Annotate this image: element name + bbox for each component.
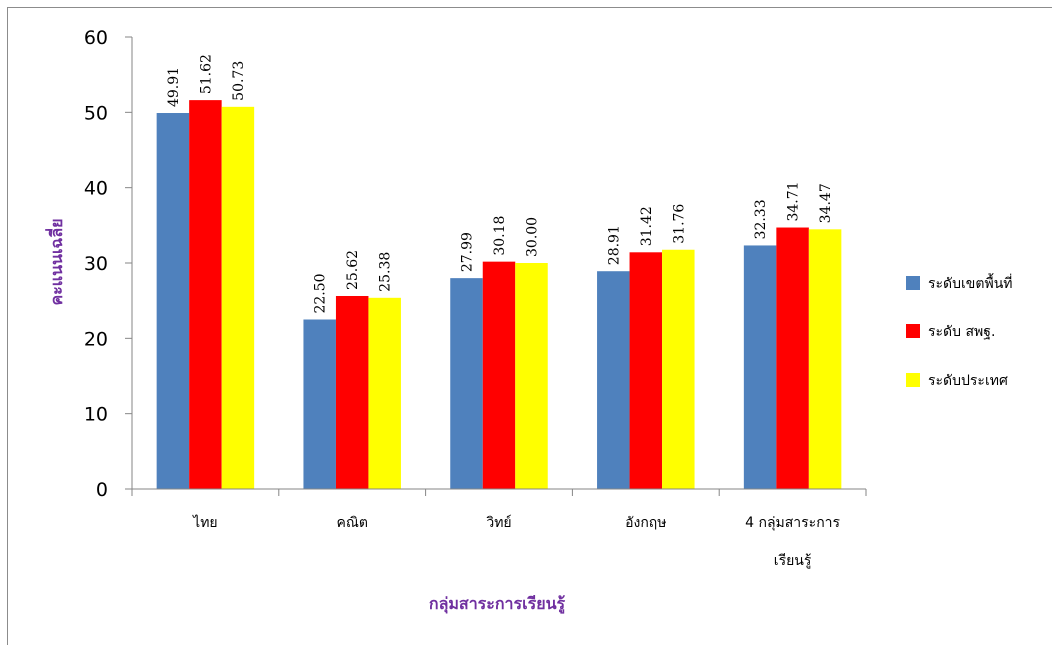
data-label-0-0: 49.91 [166, 67, 182, 107]
bar-4-1 [776, 227, 809, 489]
chart-frame [7, 7, 1052, 645]
legend-label-1: ระดับ สพฐ. [928, 324, 995, 340]
x-category-label: ไทย [192, 514, 217, 531]
labels-group: 49.91 22.50 27.99 28.91 32.33 51.62 25.62 30.18… [166, 54, 834, 313]
legend-label-2: ระดับประเทศ [928, 373, 1008, 389]
data-label-4-2: 34.47 [818, 183, 834, 223]
legend-swatch-2 [906, 373, 920, 387]
bar-1-0 [303, 319, 336, 489]
data-label-3-1: 31.42 [639, 206, 655, 246]
data-label-0-1: 51.62 [198, 54, 214, 94]
bar-0-2 [221, 106, 255, 490]
y-tick-label: 60 [84, 27, 108, 49]
bars-group [156, 100, 842, 490]
bar-0-1 [189, 100, 222, 489]
data-label-4-0: 32.33 [753, 199, 769, 239]
data-label-3-2: 31.76 [671, 204, 687, 244]
y-axis-title: คะแนนเฉลี่ย [45, 218, 66, 305]
y-tick-label: 40 [84, 178, 108, 200]
data-label-1-1: 25.62 [345, 250, 361, 290]
legend-label-0: ระดับเขตพื้นที่ [928, 273, 1013, 292]
bar-2-0 [450, 278, 483, 489]
x-category-label: อังกฤษ [625, 515, 666, 531]
bar-4-2 [808, 229, 842, 490]
data-label-2-2: 30.00 [525, 217, 541, 257]
y-tick-label: 50 [84, 102, 108, 124]
data-label-0-2: 50.73 [231, 61, 247, 101]
bar-3-2 [662, 249, 695, 489]
x-category-label: 4 กลุ่มสาระการเรียนรู้ [745, 515, 840, 569]
data-label-1-2: 25.38 [378, 252, 394, 292]
bar-3-0 [597, 271, 630, 489]
legend: ระดับเขตพื้นที่ระดับ สพฐ. ระดับประเทศ [906, 273, 1013, 389]
x-axis-title: กลุ่มสาระการเรียนรู้ [429, 594, 566, 615]
bar-3-1 [629, 252, 663, 489]
legend-swatch-0 [906, 276, 920, 290]
bar-1-1 [335, 295, 369, 489]
bar-1-2 [368, 297, 401, 489]
bar-2-2 [515, 263, 548, 489]
bar-0-0 [156, 113, 190, 490]
axes-group: 0 10 20 30 40 50 60 ไทย คณิต วิทย์ อังกฤษ 4 กลุ่มสา… [84, 27, 867, 569]
y-tick-label: 20 [84, 328, 108, 350]
data-label-2-0: 27.99 [460, 232, 476, 272]
y-tick-label: 10 [84, 404, 108, 426]
y-tick-label: 0 [96, 479, 108, 501]
y-tick-label: 30 [84, 253, 108, 275]
bar-2-1 [482, 261, 516, 489]
data-label-2-1: 30.18 [492, 216, 508, 256]
data-label-4-1: 34.71 [786, 181, 802, 221]
bar-4-0 [743, 245, 777, 489]
x-category-label: คณิต [336, 515, 367, 531]
data-label-1-0: 22.50 [313, 273, 329, 313]
x-category-label: วิทย์ [486, 514, 511, 531]
data-label-3-0: 28.91 [606, 225, 622, 265]
legend-swatch-1 [906, 324, 920, 338]
